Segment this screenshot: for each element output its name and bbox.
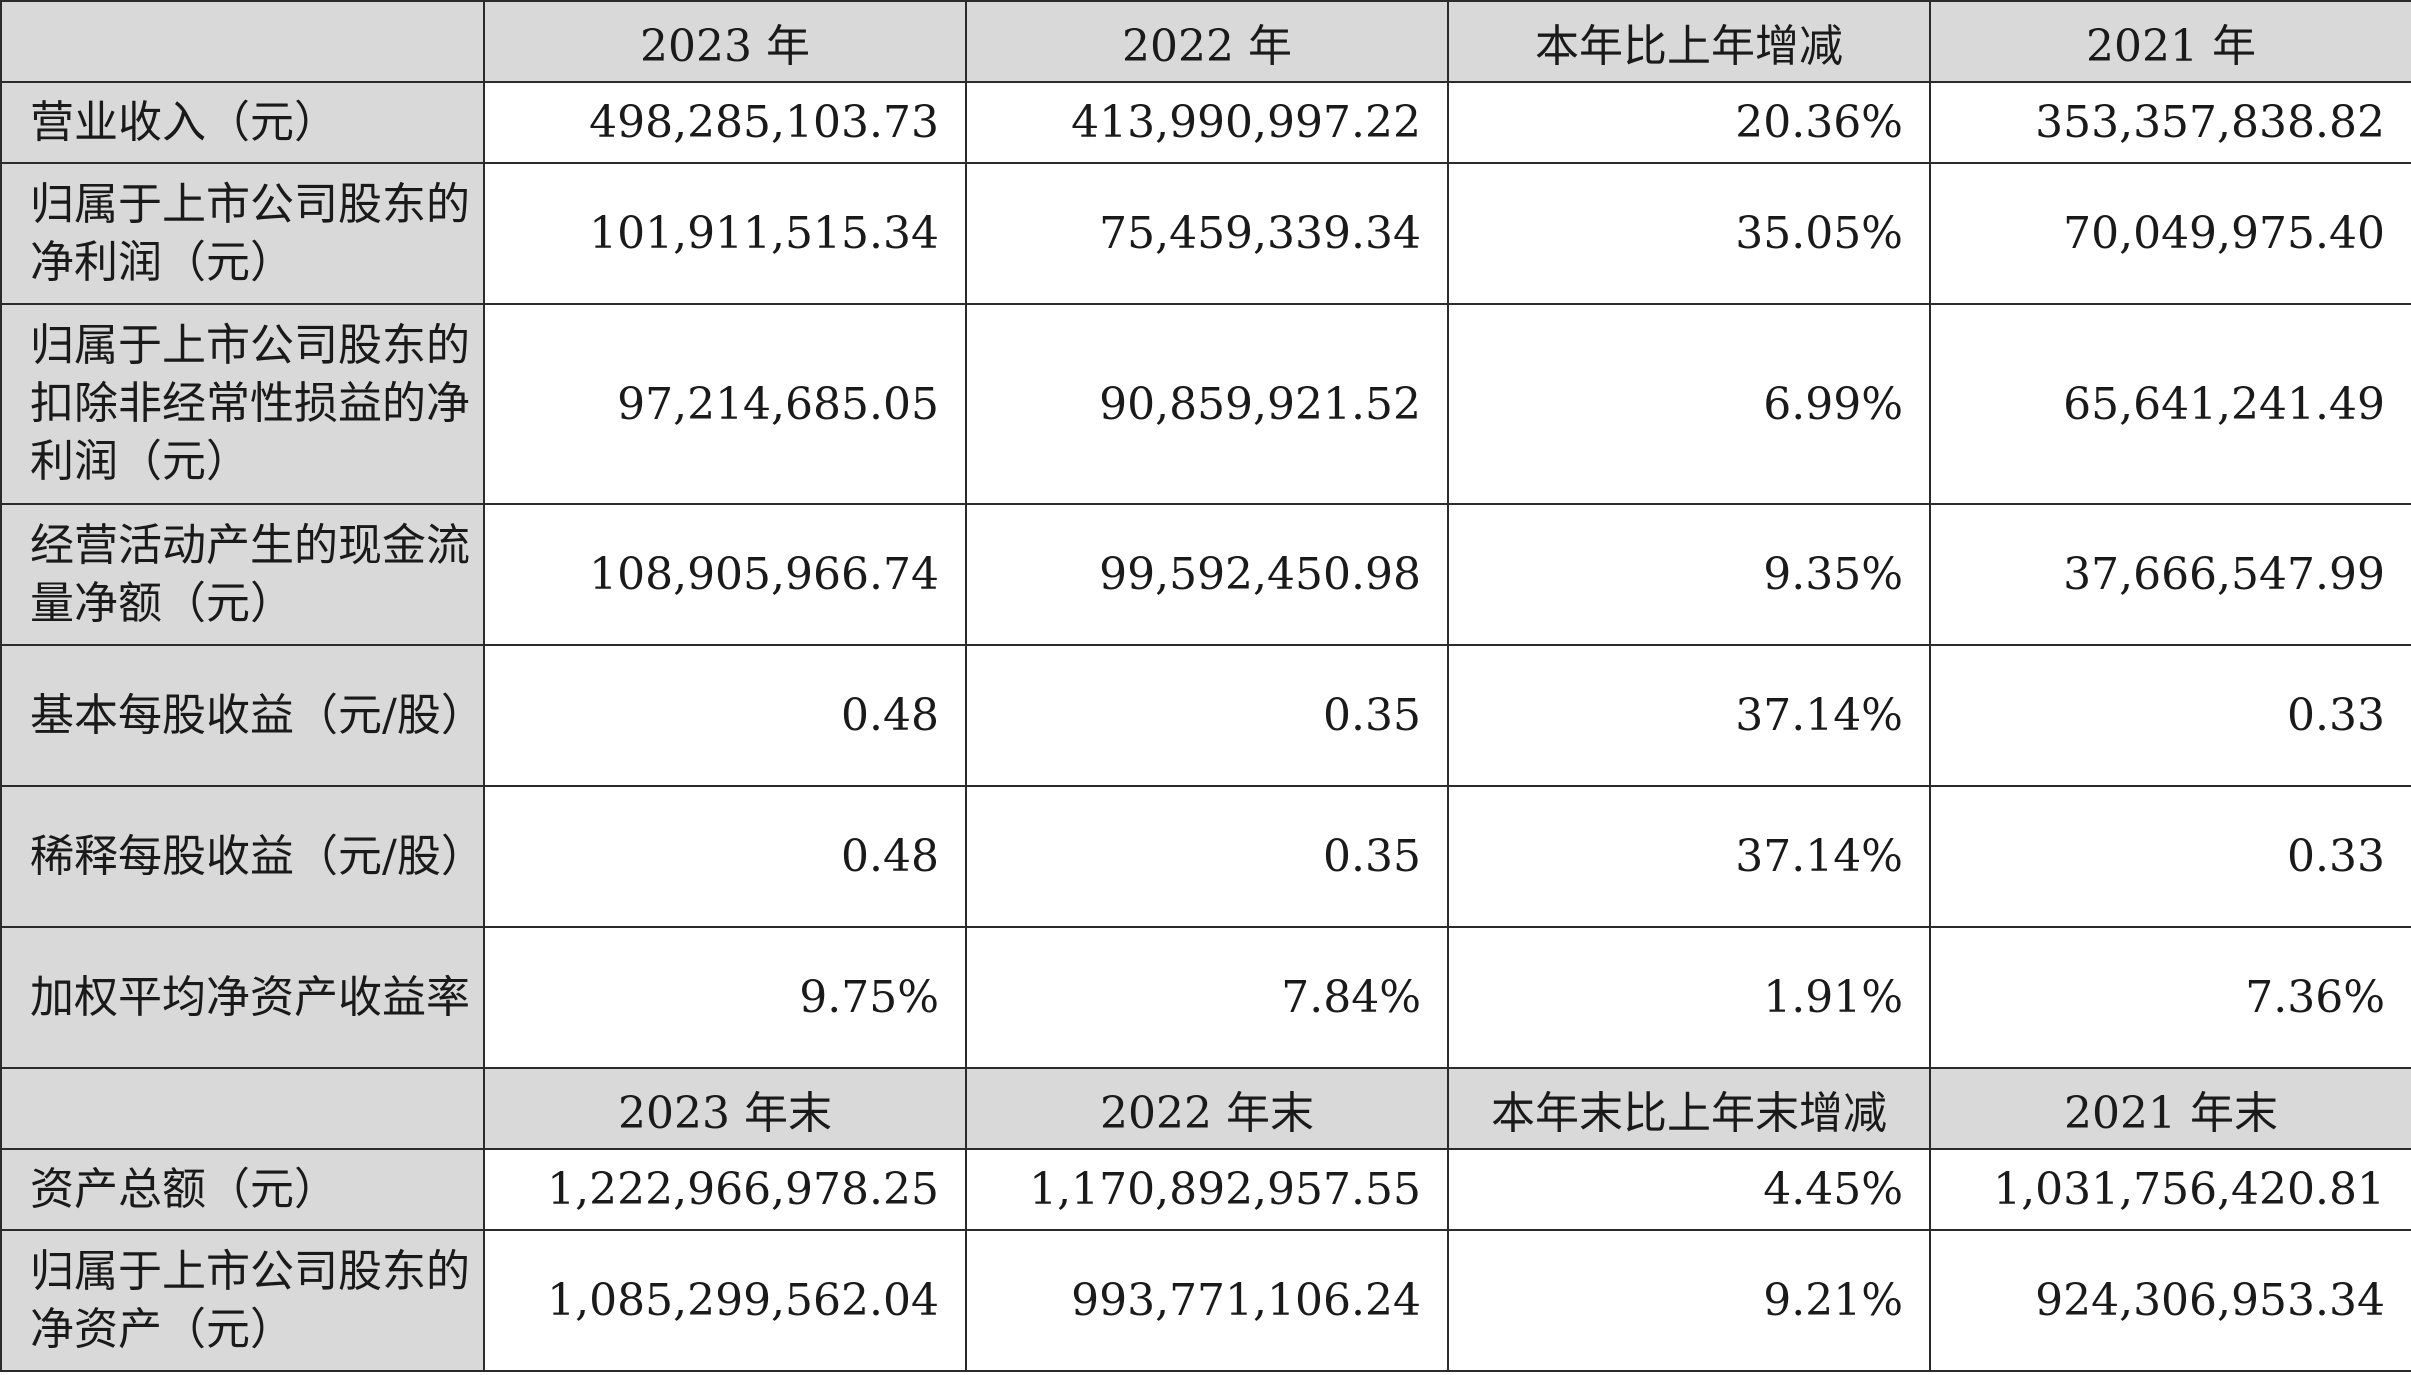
- value-cell: 101,911,515.34: [483, 162, 967, 305]
- header-cell-blank: [0, 1067, 485, 1150]
- header-cell-2023-end: 2023 年末: [483, 1067, 967, 1150]
- header-row-annual: 2023 年 2022 年 本年比上年增减 2021 年: [0, 0, 2411, 83]
- value-cell: 353,357,838.82: [1929, 81, 2411, 164]
- value-cell: 75,459,339.34: [965, 162, 1449, 305]
- header-cell-2022: 2022 年: [965, 0, 1449, 83]
- value-cell: 90,859,921.52: [965, 303, 1449, 505]
- row-label: 营业收入（元）: [0, 81, 485, 164]
- value-cell: 9.75%: [483, 926, 967, 1069]
- value-cell: 6.99%: [1447, 303, 1931, 505]
- value-cell: 35.05%: [1447, 162, 1931, 305]
- row-label: 经营活动产生的现金流量净额（元）: [0, 503, 485, 646]
- value-cell: 413,990,997.22: [965, 81, 1449, 164]
- row-label: 稀释每股收益（元/股）: [0, 785, 485, 928]
- row-label: 归属于上市公司股东的净资产（元）: [0, 1229, 485, 1372]
- value-cell: 0.48: [483, 644, 967, 787]
- value-cell: 924,306,953.34: [1929, 1229, 2411, 1372]
- table-row: 营业收入（元） 498,285,103.73 413,990,997.22 20…: [0, 81, 2411, 164]
- table-row: 经营活动产生的现金流量净额（元） 108,905,966.74 99,592,4…: [0, 503, 2411, 646]
- row-label: 资产总额（元）: [0, 1148, 485, 1231]
- value-cell: 1,170,892,957.55: [965, 1148, 1449, 1231]
- value-cell: 1,085,299,562.04: [483, 1229, 967, 1372]
- value-cell: 498,285,103.73: [483, 81, 967, 164]
- value-cell: 4.45%: [1447, 1148, 1931, 1231]
- value-cell: 7.84%: [965, 926, 1449, 1069]
- header-cell-2023: 2023 年: [483, 0, 967, 83]
- value-cell: 993,771,106.24: [965, 1229, 1449, 1372]
- table-row: 归属于上市公司股东的净资产（元） 1,085,299,562.04 993,77…: [0, 1229, 2411, 1372]
- value-cell: 0.33: [1929, 785, 2411, 928]
- table-row: 基本每股收益（元/股） 0.48 0.35 37.14% 0.33: [0, 644, 2411, 787]
- value-cell: 20.36%: [1447, 81, 1931, 164]
- value-cell: 65,641,241.49: [1929, 303, 2411, 505]
- row-label: 加权平均净资产收益率: [0, 926, 485, 1069]
- value-cell: 1.91%: [1447, 926, 1931, 1069]
- table-row: 归属于上市公司股东的扣除非经常性损益的净利润（元） 97,214,685.05 …: [0, 303, 2411, 505]
- value-cell: 9.35%: [1447, 503, 1931, 646]
- row-label: 归属于上市公司股东的扣除非经常性损益的净利润（元）: [0, 303, 485, 505]
- header-cell-change-end: 本年末比上年末增减: [1447, 1067, 1931, 1150]
- table-row: 归属于上市公司股东的净利润（元） 101,911,515.34 75,459,3…: [0, 162, 2411, 305]
- value-cell: 70,049,975.40: [1929, 162, 2411, 305]
- header-cell-2022-end: 2022 年末: [965, 1067, 1449, 1150]
- value-cell: 99,592,450.98: [965, 503, 1449, 646]
- value-cell: 0.33: [1929, 644, 2411, 787]
- header-cell-2021: 2021 年: [1929, 0, 2411, 83]
- header-row-year-end: 2023 年末 2022 年末 本年末比上年末增减 2021 年末: [0, 1067, 2411, 1150]
- value-cell: 1,031,756,420.81: [1929, 1148, 2411, 1231]
- value-cell: 108,905,966.74: [483, 503, 967, 646]
- table-row: 稀释每股收益（元/股） 0.48 0.35 37.14% 0.33: [0, 785, 2411, 928]
- value-cell: 0.48: [483, 785, 967, 928]
- row-label: 基本每股收益（元/股）: [0, 644, 485, 787]
- value-cell: 37,666,547.99: [1929, 503, 2411, 646]
- value-cell: 97,214,685.05: [483, 303, 967, 505]
- value-cell: 1,222,966,978.25: [483, 1148, 967, 1231]
- value-cell: 37.14%: [1447, 644, 1931, 787]
- value-cell: 9.21%: [1447, 1229, 1931, 1372]
- value-cell: 37.14%: [1447, 785, 1931, 928]
- value-cell: 0.35: [965, 644, 1449, 787]
- header-cell-change: 本年比上年增减: [1447, 0, 1931, 83]
- table-row: 加权平均净资产收益率 9.75% 7.84% 1.91% 7.36%: [0, 926, 2411, 1069]
- table-row: 资产总额（元） 1,222,966,978.25 1,170,892,957.5…: [0, 1148, 2411, 1231]
- row-label: 归属于上市公司股东的净利润（元）: [0, 162, 485, 305]
- header-cell-2021-end: 2021 年末: [1929, 1067, 2411, 1150]
- value-cell: 7.36%: [1929, 926, 2411, 1069]
- value-cell: 0.35: [965, 785, 1449, 928]
- header-cell-blank: [0, 0, 485, 83]
